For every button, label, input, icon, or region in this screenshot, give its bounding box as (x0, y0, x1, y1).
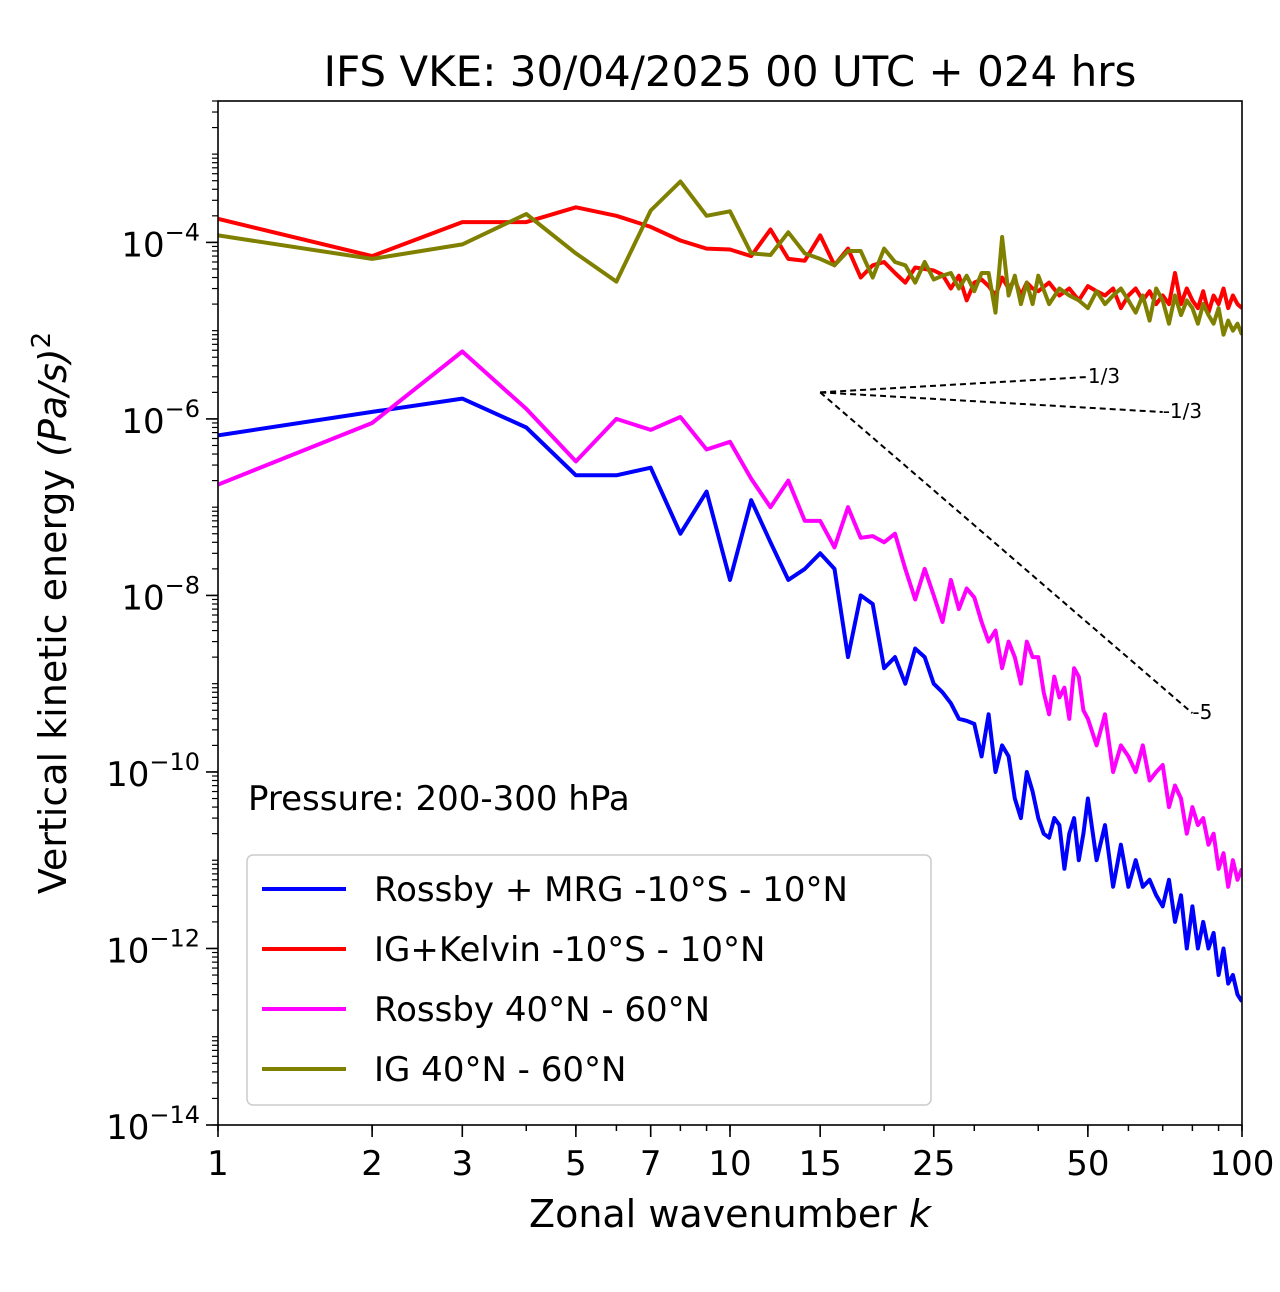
x-tick-label: 100 (1210, 1144, 1275, 1184)
x-tick-label: 2 (361, 1144, 383, 1184)
x-axis-label-text: Zonal wavenumber (529, 1192, 897, 1236)
slope-label-2: -1/3 (1163, 399, 1202, 423)
x-tick-label: 25 (912, 1144, 955, 1184)
series-line-4 (218, 179, 1242, 337)
x-axis-label-symbol: k (909, 1192, 933, 1236)
y-tick-label: 10−10 (106, 748, 200, 795)
y-tick-label: 10−14 (106, 1101, 200, 1148)
slope-line-3 (819, 391, 1194, 714)
legend-label-3: Rossby 40°N - 60°N (374, 990, 710, 1030)
y-axis-ticks: 10−14 10−12 10−10 10−8 10−6 10−4 (106, 100, 218, 1148)
y-axis-label-text: Vertical kinetic energy (31, 469, 75, 894)
legend-label-4: IG 40°N - 60°N (374, 1050, 626, 1090)
legend-label-1: Rossby + MRG -10°S - 10°N (374, 870, 848, 910)
x-tick-label: 1 (207, 1144, 229, 1184)
x-tick-label: 5 (565, 1144, 587, 1184)
y-axis-label: Vertical kinetic energy (Pa/s)2 (27, 332, 75, 894)
x-tick-label: 7 (640, 1144, 662, 1184)
legend-frame (246, 854, 932, 1106)
y-axis-label-unit: (Pa/s) (31, 348, 75, 456)
slope-line-2 (820, 391, 1163, 414)
y-tick-label: 10−8 (121, 571, 200, 618)
x-tick-label: 15 (799, 1144, 842, 1184)
series-line-1 (218, 396, 1242, 1003)
series-layer (218, 179, 1242, 1003)
y-tick-label: 10−6 (121, 395, 200, 442)
legend-label-2: IG+Kelvin -10°S - 10°N (374, 930, 765, 970)
x-tick-label: 10 (708, 1144, 751, 1184)
chart-title: IFS VKE: 30/04/2025 00 UTC + 024 hrs (324, 47, 1137, 96)
slope-lines: 1/3 -1/3 -5 (819, 364, 1212, 724)
x-tick-label: 50 (1066, 1144, 1109, 1184)
y-axis-label-exponent: 2 (27, 332, 57, 349)
y-tick-label: 10−12 (106, 924, 200, 971)
x-tick-label: 3 (451, 1144, 473, 1184)
slope-label-1: 1/3 (1088, 364, 1120, 388)
x-axis-label: Zonal wavenumber k (529, 1192, 933, 1236)
series-line-3 (218, 349, 1242, 889)
y-tick-label: 10−4 (121, 218, 200, 265)
slope-label-3: -5 (1192, 700, 1212, 724)
slope-line-1 (820, 375, 1088, 394)
x-axis-ticks: 1 2 3 5 7 10 15 25 50 100 (207, 1125, 1274, 1184)
legend: Rossby + MRG -10°S - 10°N IG+Kelvin -10°S… (246, 854, 932, 1106)
pressure-annotation: Pressure: 200-300 hPa (248, 779, 630, 819)
